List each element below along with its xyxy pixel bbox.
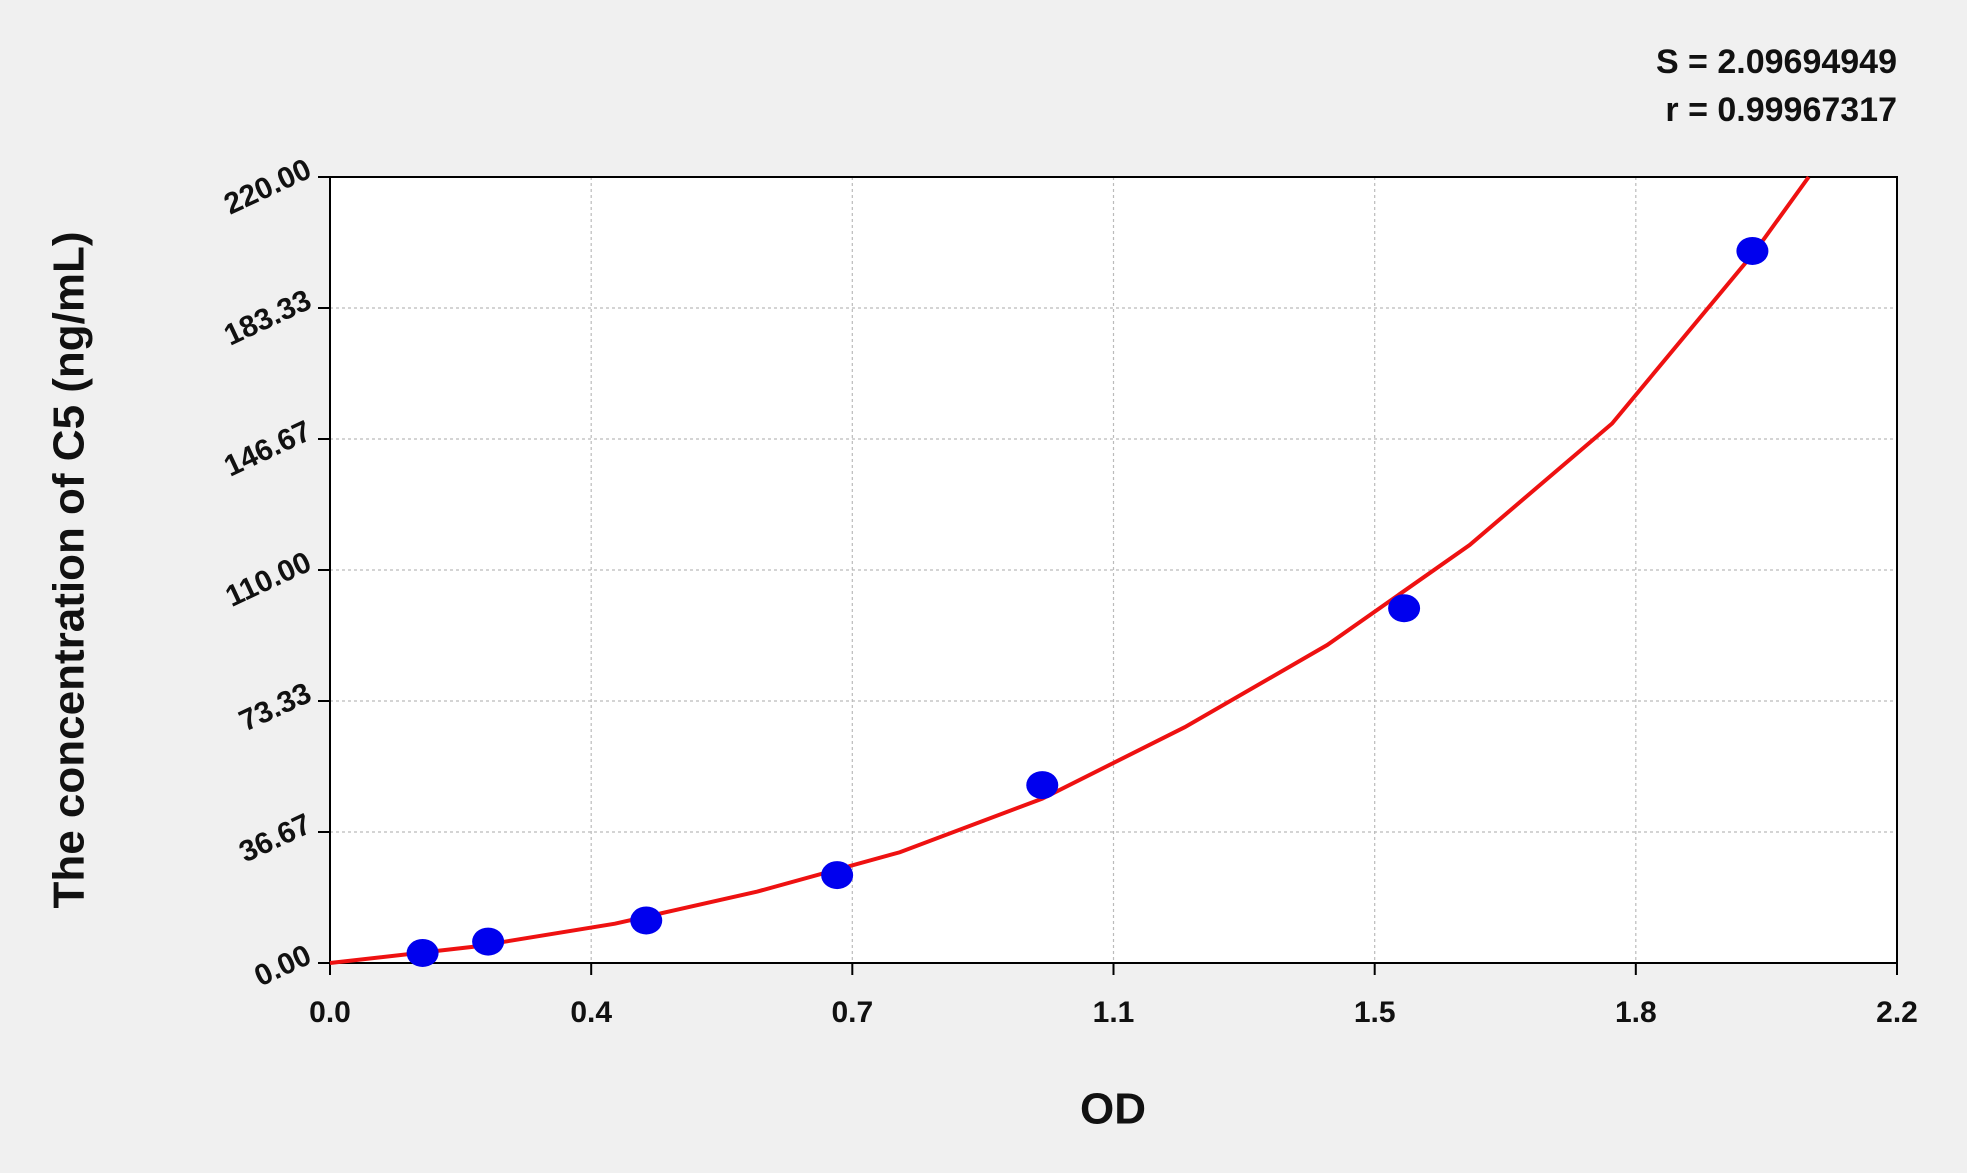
x-tick-label: 0.7: [831, 996, 873, 1029]
plot-frame: [329, 176, 1898, 964]
data-point: [1736, 236, 1769, 265]
data-point: [1026, 771, 1059, 800]
y-axis-label: The concentration of C5 (ng/mL): [45, 231, 94, 908]
fit-curve: [329, 175, 1811, 965]
annotation: S = 2.09694949: [1656, 43, 1897, 81]
y-tick-label: 220.00: [219, 153, 316, 222]
x-tick-label: 0.0: [309, 996, 351, 1029]
y-tick-label: 36.67: [234, 808, 316, 870]
annotation: r = 0.99967317: [1665, 91, 1897, 129]
x-axis-label: OD: [1080, 1085, 1146, 1134]
data-point: [472, 927, 505, 956]
y-tick-label: 0.00: [249, 939, 316, 994]
data-point: [1388, 594, 1421, 623]
x-tick-label: 1.8: [1615, 996, 1657, 1029]
x-tick-label: 0.4: [570, 996, 612, 1029]
data-point: [630, 906, 663, 935]
y-tick-label: 183.33: [219, 284, 316, 353]
data-point: [406, 938, 439, 967]
y-tick-label: 146.67: [219, 415, 316, 484]
x-tick-label: 2.2: [1876, 996, 1918, 1029]
x-tick-label: 1.5: [1354, 996, 1396, 1029]
data-point: [821, 861, 854, 890]
y-tick-label: 110.00: [221, 546, 317, 614]
x-tick-label: 1.1: [1093, 996, 1135, 1029]
y-tick-label: 73.33: [234, 677, 316, 739]
